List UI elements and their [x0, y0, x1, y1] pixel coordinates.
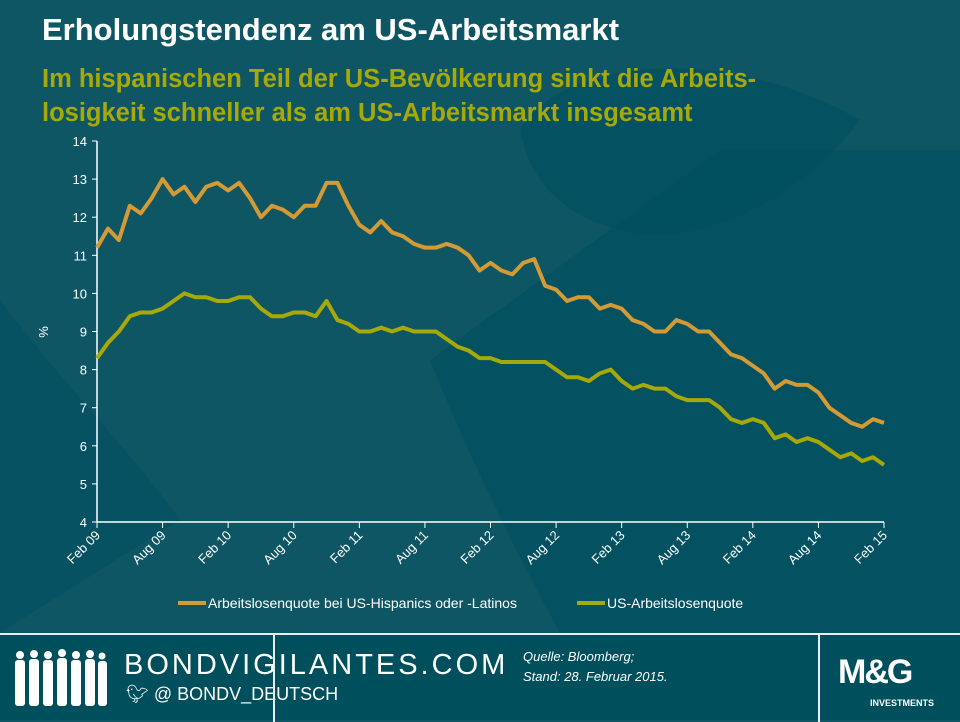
legend-label: US-Arbeitslosenquote [607, 595, 743, 611]
x-tick-label: Aug 13 [654, 528, 694, 568]
site-name: BONDVIGILANTES.COM [124, 649, 509, 681]
twitter-text: @ BONDV_DEUTSCH [153, 684, 339, 704]
x-tick-label: Aug 11 [392, 528, 431, 567]
y-axis-label: % [36, 326, 51, 338]
source-line-2: Stand: 28. Februar 2015. [523, 669, 668, 684]
x-tick-label: Feb 12 [457, 528, 496, 567]
footer-divider [273, 635, 275, 722]
background-watermark [430, 68, 960, 633]
logo-text: M&G [838, 653, 913, 691]
series-line-us [95, 291, 886, 467]
x-tick-label: Feb 15 [851, 528, 890, 567]
y-tick-label: 5 [80, 477, 87, 492]
x-tick-label: Feb 14 [720, 528, 759, 567]
y-tick-label: 12 [73, 210, 87, 225]
y-tick-label: 14 [73, 134, 87, 149]
x-tick-label: Feb 09 [64, 528, 103, 567]
y-tick-label: 10 [73, 286, 87, 301]
twitter-handle[interactable]: 🐦︎ @ BONDV_DEUTSCH [126, 684, 338, 705]
page-subtitle: Im hispanischen Teil der US-Bevölkerung … [42, 62, 952, 130]
y-tick-label: 4 [80, 515, 87, 530]
y-tick-label: 9 [80, 325, 87, 340]
subtitle-line-2: losigkeit schneller als am US-Arbeitsmar… [42, 99, 693, 127]
y-tick-label: 6 [80, 439, 87, 454]
mg-logo: M&G [838, 653, 913, 692]
line-chart: 4 5 6 7 8 9 10 11 12 13 14% Feb 09 Aug 09 Feb 10 Aug 1… [36, 134, 890, 611]
footer-divider [818, 635, 820, 722]
people-silhouettes-icon [15, 649, 107, 706]
x-tick-label: Feb 13 [589, 528, 628, 567]
y-tick-label: 7 [80, 401, 87, 416]
source-line-1: Quelle: Bloomberg; [523, 649, 635, 664]
source-note: Quelle: Bloomberg; Stand: 28. Februar 20… [523, 647, 668, 687]
x-tick-label: Aug 09 [129, 528, 169, 568]
twitter-icon: 🐦︎ [126, 684, 149, 704]
x-tick-label: Feb 11 [327, 528, 366, 567]
x-tick-label: Aug 14 [785, 528, 825, 568]
y-tick-label: 8 [80, 363, 87, 378]
page-title: Erholungstendenz am US-Arbeitsmarkt [42, 12, 620, 47]
y-tick-label: 13 [73, 172, 87, 187]
legend-label: Arbeitslosenquote bei US-Hispanics oder … [208, 595, 517, 611]
footer: BONDVIGILANTES.COM 🐦︎ @ BONDV_DEUTSCH Qu… [0, 633, 960, 722]
subtitle-line-1: Im hispanischen Teil der US-Bevölkerung … [42, 65, 757, 93]
x-tick-label: Feb 10 [195, 528, 234, 567]
logo-subtitle: INVESTMENTS [870, 698, 935, 708]
x-tick-label: Aug 10 [260, 528, 300, 568]
series-line-hispanic [95, 177, 885, 429]
x-tick-label: Aug 12 [522, 528, 562, 568]
y-tick-label: 11 [74, 248, 88, 263]
